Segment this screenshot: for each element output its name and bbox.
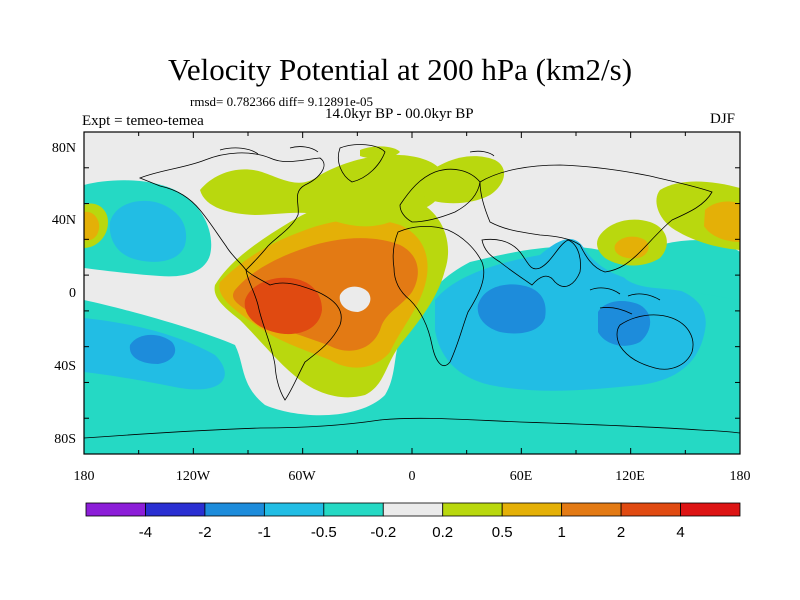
colorbar-swatch (501, 502, 563, 517)
period-label: 14.0kyr BP - 00.0kyr BP (325, 106, 474, 122)
colorbar-swatch (561, 502, 622, 517)
colorbar-label: -0.2 (370, 524, 396, 541)
experiment-label: Expt = temeo-temea (82, 113, 204, 129)
colorbar-label: -4 (139, 524, 152, 541)
colorbar-label: -0.5 (311, 524, 337, 541)
colorbar-swatch (204, 502, 265, 517)
coast-europe (399, 168, 481, 223)
coast-north-america (138, 152, 325, 271)
lat-label-80s: 80S (54, 432, 76, 447)
coast-australia (616, 314, 694, 370)
lat-label-40s: 40S (54, 359, 76, 374)
contour-field (84, 132, 740, 454)
stats-line: rmsd= 0.782366 diff= 9.12891e-05 (190, 94, 374, 109)
lon-label-180e: 180 (730, 469, 751, 484)
contour-pos-mid-eastpacific (704, 201, 740, 242)
colorbar: -4 -2 -1 -0.5 -0.2 0.2 0.5 1 2 4 (85, 502, 741, 541)
lat-label-40n: 40N (52, 213, 76, 228)
coast-greenland (337, 144, 386, 183)
contour-neg-mid-indian (435, 239, 706, 391)
colorbar-label: -1 (258, 524, 271, 541)
contour-neg-strong-indian (477, 284, 546, 334)
season-label: DJF (710, 111, 736, 127)
longitude-labels: 180 120W 60W 0 60E 120E 180 (74, 469, 751, 484)
coast-south-america (245, 268, 342, 401)
colorbar-swatch (323, 502, 384, 517)
latitude-labels: 80N 40N 0 40S 80S (52, 141, 76, 447)
lon-label-180w: 180 (74, 469, 95, 484)
contour-pos-max-amazon (244, 277, 322, 335)
coast-arctic-islands (219, 146, 495, 157)
contour-pos-weak-eurasia (420, 156, 505, 204)
colorbar-label: 0.2 (432, 524, 453, 541)
colorbar-label: 2 (617, 524, 625, 541)
contour-pos-mid-west (84, 211, 100, 241)
colorbar-label: -2 (198, 524, 211, 541)
contour-pos-weak-north (200, 154, 445, 227)
contour-neutral-hole (339, 286, 371, 312)
colorbar-swatch (382, 502, 444, 517)
colorbar-label: 4 (676, 524, 684, 541)
colorbar-swatch (145, 502, 206, 517)
coast-antarctica (84, 417, 740, 439)
map-title: Velocity Potential at 200 hPa (km2/s) (167, 52, 633, 87)
tick-marks (83, 131, 741, 455)
colorbar-label: 0.5 (492, 524, 513, 541)
contour-neg-strong-pacific (129, 334, 176, 364)
lat-label-80n: 80N (52, 141, 76, 156)
contour-pos-mid-asia (614, 236, 649, 259)
coast-asia (479, 164, 713, 273)
lon-label-120e: 120E (615, 469, 645, 484)
coastlines (84, 144, 740, 439)
lon-label-0: 0 (409, 469, 416, 484)
contour-neg-strong-maritime (598, 300, 651, 346)
coast-africa (392, 226, 485, 367)
contour-neg-mid-northpacific (109, 200, 187, 262)
lon-label-120w: 120W (176, 469, 211, 484)
contour-pos-weak-arctic (360, 146, 400, 159)
colorbar-swatch (442, 502, 503, 517)
colorbar-swatch (85, 502, 146, 517)
colorbar-swatch (620, 502, 681, 517)
lon-label-60e: 60E (510, 469, 533, 484)
colorbar-label: 1 (557, 524, 565, 541)
lat-label-0: 0 (69, 286, 76, 301)
coast-maritime (589, 287, 661, 315)
colorbar-swatch (680, 502, 741, 517)
coast-arabia-india (481, 238, 581, 287)
colorbar-swatch (263, 502, 325, 517)
lon-label-60w: 60W (288, 469, 316, 484)
